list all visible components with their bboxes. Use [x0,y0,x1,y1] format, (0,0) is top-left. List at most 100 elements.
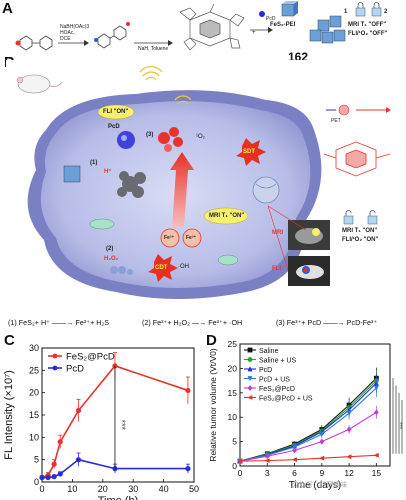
mitochondria-icon [89,218,115,230]
lock-icon-1 [355,2,366,17]
mouse-icon [16,74,63,94]
fes2-cube-icon [281,1,298,17]
y-tick-label-5: 25 [228,339,238,349]
point-0-2 [51,461,57,467]
reaction-equations: (1) FeS₂+ H⁺ ——→ Fe²⁺+ H₂S (2) Fe²⁺+ H₂O… [0,315,406,333]
point-4-2 [292,447,297,454]
mri-image-label: MRI [272,230,283,236]
x-tick-label-1: 3 [265,468,270,478]
y-tick-label-6: 30 [29,343,39,353]
point-4-5 [373,409,379,416]
ultrasound-icon-2 [174,95,192,105]
legend-marker-3 [247,376,253,382]
y-tick-label-4: 20 [29,388,39,398]
intermediate-molecule [94,22,130,49]
fes2-degradation-cluster [117,171,146,198]
significance-label: *** [117,419,127,430]
fli-off-label: FLI/¹O₂ "OFF" [348,31,388,37]
y-tick-label-3: 15 [228,388,238,398]
mri-on-label-right: MRI T₁ "ON" [342,228,378,234]
legend-label-3: PcD + US [259,376,290,383]
ultrasound-icon [139,66,163,81]
legend-label-0: Saline [259,348,279,355]
point-3-3 [319,431,325,438]
point-5-5 [373,452,379,458]
legend-marker-0 [247,347,253,353]
x-axis-label: Time (days) [289,480,341,491]
point-1-3 [57,471,63,477]
lock-icon-2 [371,2,382,17]
phthalocyanine-molecule [179,3,245,51]
x-axis-label: Time (h) [98,495,139,500]
sdt-label: SDT [243,149,255,155]
cdt-label: CDT [155,265,168,271]
point-4-4 [346,426,352,433]
nanoparticle-sphere [252,176,280,204]
legend-marker-4 [247,385,253,391]
sdt-badge [236,138,266,166]
fli-on-badge [97,104,135,120]
reagents-step2: NaH, Toluene [138,46,169,52]
fe3-marker [338,104,350,116]
red-arrow [170,152,194,228]
fe3-circle [182,228,202,248]
step2-label: (2) [106,246,114,252]
x-tick-label-3: 9 [319,468,324,478]
singlet-oxygen-label: ¹O₂ [196,134,205,140]
point-1-6 [185,466,191,472]
x-tick-label-2: 20 [98,484,108,494]
step1-label: (1) [90,160,98,166]
fe3-label: Fe³⁺ [186,235,197,241]
x-tick-label-0: 0 [39,484,44,494]
chart-c: 01020304050051015202530Time (h)FL Intens… [3,343,199,500]
x-tick-label-3: 30 [128,484,138,494]
singlet-oxygen-cluster [158,127,183,152]
point-0-3 [57,439,63,445]
point-3-4 [346,410,352,417]
x-tick-label-4: 12 [344,468,354,478]
point-3-2 [292,444,297,450]
point-1-2 [51,474,57,480]
synthesis-scheme: + 1 2 [15,1,388,51]
y-tick-label-1: 5 [232,437,237,447]
legend-label-5: FeS₂@PcD + US [259,395,313,402]
point-0-6 [185,387,191,394]
reaction-3: (3) Fe³⁺+ PcD ——→ PcD-Fe³⁺ [276,318,378,327]
x-tick-label-0: 0 [238,468,243,478]
point-1-0 [39,474,45,481]
svg-text:2: 2 [384,9,388,15]
watermark: 公众号 · 科研趣味 [292,482,348,489]
mechanism-illustration: FLI "ON" PcD (3) (1) H⁺ (2) H₂O₂ Fe²⁺ Fe… [6,60,402,310]
legend-marker-1 [52,365,58,371]
fes2-pei-label: FeS₂-PEI [270,22,296,28]
legend-marker-2 [247,366,253,372]
x-tick-label-5: 50 [189,484,199,494]
h-plus-label: H⁺ [104,169,112,175]
series-line-5 [239,454,377,462]
point-0-4 [75,407,82,414]
legend-label-2: PcD [259,367,272,374]
y-tick-label-2: 10 [228,412,238,422]
legend-label-1: Saline + US [259,357,296,364]
mri-cell-label: MRI T₁ "ON" [209,213,245,219]
hydroxyl-label: ·OH [178,264,189,270]
panel-label-a: A [2,0,13,17]
pcd-fe-complex [323,141,391,177]
h2o2-molecules [110,266,133,275]
point-5-1 [264,458,270,464]
fe2-circle [160,228,180,248]
reagents-step1: NaBH(OAc)3 HOAc, DCE [60,24,90,42]
lock-open-icon-1 [343,210,354,225]
y-axis-label: FL Intensity (×10⁷) [3,370,15,459]
y-tick-label-4: 20 [228,363,238,373]
point-1-1 [45,474,51,481]
legend-label-0: FeS₂@PcD [66,352,115,363]
y-tick-label-0: 0 [232,461,237,471]
fes2-cube-cell [63,165,81,183]
fli-on-label: FLI "ON" [103,109,129,115]
reaction-2: (2) Fe²⁺+ H₂O₂ —→ Fe³⁺+ ·OH [142,318,243,327]
legend-marker-0 [52,353,58,359]
cdt-badge [148,254,178,282]
series-line-4 [239,411,377,462]
panel-label-d: D [206,332,217,349]
